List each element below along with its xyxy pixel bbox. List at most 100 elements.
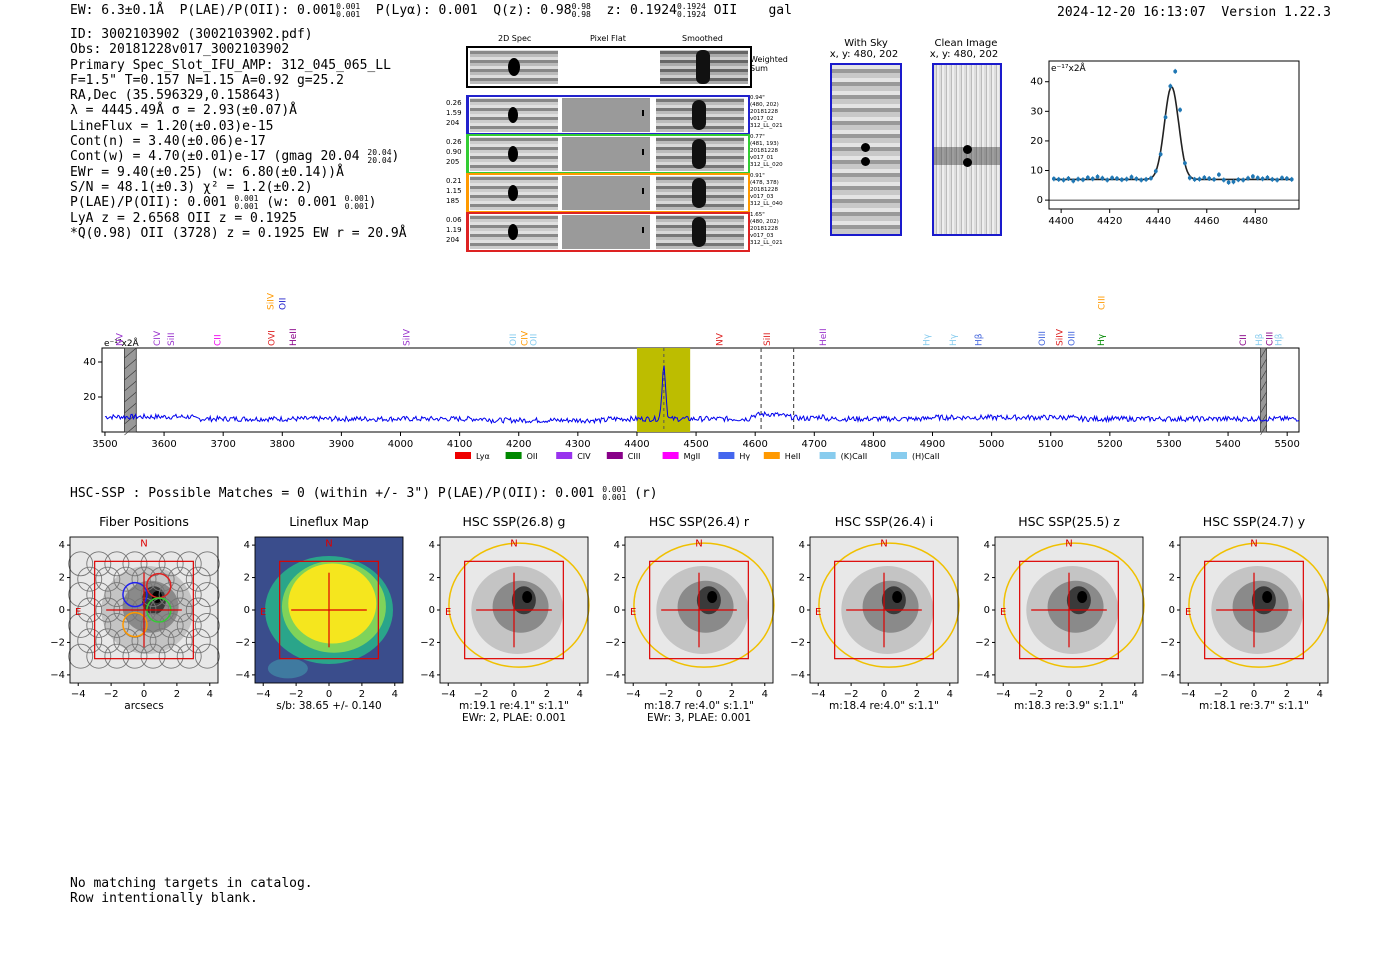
hsc-panel-plot: N E −4 −4 −2 −2 0 0 2 2 4 4 m:18.7 re:4.0" s:1.1"EWr… bbox=[605, 536, 775, 724]
timestamp: 2024-12-20 16:13:07 bbox=[1057, 5, 1206, 20]
fiber-row-meta: 0.77" (481, 193) 20181228 v017_01 312_LL_020 bbox=[750, 134, 810, 169]
aperture-ellipse bbox=[818, 542, 960, 668]
spectrum-mask-hatch bbox=[124, 347, 137, 359]
spectral-line-name: Hβ bbox=[1274, 333, 1284, 346]
xtick-label: 4 bbox=[1132, 689, 1138, 700]
ewr-line: EWr = 9.40(±0.25) (w: 6.80(±0.14))Å bbox=[70, 164, 344, 180]
fiber-smoothed-source bbox=[692, 139, 706, 169]
weighted-smoothed bbox=[660, 50, 748, 84]
spectral-line-label: NV bbox=[116, 332, 126, 346]
xtick-label: 2 bbox=[1099, 689, 1105, 700]
xtick-label: −2 bbox=[844, 689, 859, 700]
plae-line: P(LAE)/P(OII): 0.001 0.001 0.001 (w: 0.00… bbox=[70, 194, 377, 212]
fiber-pixelflat-mark bbox=[642, 110, 644, 116]
linefit-data-point bbox=[1221, 178, 1226, 182]
contw-lower: 20.04 bbox=[367, 156, 392, 166]
cutout-title-smoothed: Smoothed bbox=[682, 34, 723, 43]
spectrum-mask-hatch bbox=[1260, 424, 1267, 436]
galaxy-nucleus bbox=[892, 591, 903, 604]
id-line: ID: 3002103902 (3002103902.pdf) bbox=[70, 27, 313, 42]
ytick-label: 2 bbox=[1169, 573, 1175, 584]
fiber-row-stats: 0.21 1.15 185 bbox=[446, 176, 466, 206]
ytick-label: 4 bbox=[984, 540, 990, 551]
hsc-panel-4: HSC SSP(26.4) r N E −4 −4 −2 −2 0 0 2 2 4 4 m:18.7 re… bbox=[605, 512, 795, 724]
linefit-data-point bbox=[1226, 180, 1231, 185]
fiber-circle bbox=[149, 628, 175, 654]
aperture-ellipse bbox=[1188, 542, 1330, 668]
fiber-meta-line: 312_LL_021 bbox=[750, 240, 783, 246]
linefit-data-point bbox=[1134, 176, 1139, 181]
clean-image-coords: x, y: 480, 202 bbox=[929, 49, 999, 60]
fiber-stat: 1.19 bbox=[446, 226, 462, 234]
fiber-highlight bbox=[122, 581, 148, 608]
weighted-sum-label: Weighted Sum bbox=[750, 55, 788, 73]
hsc-panel-plot: N E −4 −4 −2 −2 0 0 2 2 4 4 m:19.1 re:4.1" s:1.1"EWr… bbox=[420, 536, 590, 724]
linefit-data-point bbox=[1139, 178, 1144, 182]
spectral-line-label: Hβ bbox=[1255, 333, 1265, 346]
search-box bbox=[1204, 560, 1304, 660]
xtick-label: 4 bbox=[762, 689, 768, 700]
fiber-stat: 205 bbox=[446, 158, 460, 166]
spectral-line-label: SiII bbox=[167, 332, 177, 346]
fiber-circle bbox=[104, 551, 130, 577]
ytick-label: 0 bbox=[1169, 605, 1175, 616]
ytick-label: 2 bbox=[799, 573, 805, 584]
spectrum-trace bbox=[104, 365, 1300, 425]
spectrum-xtick-label: 5500 bbox=[1274, 439, 1299, 450]
fiber-circle bbox=[68, 582, 94, 608]
xtick-label: 2 bbox=[1284, 689, 1290, 700]
xtick-label: 4 bbox=[577, 689, 583, 700]
line-fit-chart: 4400 4420 4440 4460 4480 0 10 20 30 40 e⁻¹⁷x2Å bbox=[1030, 60, 1300, 227]
fiber-params-line: F=1.5" T=0.157 N=1.15 A=0.92 g=25.2 bbox=[70, 72, 344, 88]
fiber-pixelflat bbox=[562, 137, 650, 171]
fiber-row-2 bbox=[466, 134, 750, 174]
with-sky-header: With Sky x, y: 480, 202 bbox=[830, 38, 902, 60]
fiber-meta-line: 312_LL_020 bbox=[750, 162, 783, 168]
linefit-data-point bbox=[1105, 178, 1110, 182]
north-label: N bbox=[880, 539, 887, 550]
legend-swatch bbox=[891, 452, 907, 459]
fiber-circle bbox=[158, 551, 184, 577]
spectrum-masked-region bbox=[1260, 347, 1267, 433]
fiber-circle bbox=[194, 612, 220, 638]
hsc-panel-title: Fiber Positions bbox=[99, 514, 189, 529]
plae-lower: 0.001 bbox=[336, 10, 361, 19]
fiber-stat: 0.26 bbox=[446, 99, 462, 107]
spectral-line-name: OIII bbox=[1067, 331, 1077, 346]
spectrum-xtick-label: 3500 bbox=[92, 439, 117, 450]
contw-line: Cont(w) = 4.70(±0.01)e-17 (gmag 20.04 20… bbox=[70, 148, 400, 166]
lineflux-peak-region bbox=[288, 563, 377, 644]
fiber-row-meta: 1.65" (480, 202) 20181228 v017_03 312_LL_021 bbox=[750, 212, 810, 247]
spectrum-mask-hatch bbox=[124, 402, 137, 414]
detection-info: ID: 3002103902 (3002103902.pdf) Obs: 201… bbox=[70, 27, 407, 241]
clean-source-1 bbox=[963, 145, 972, 154]
linefit-data-point bbox=[1158, 152, 1163, 157]
weighted-smoothed-blob bbox=[696, 50, 710, 84]
linefit-ytick-label: 40 bbox=[1030, 77, 1043, 88]
spectrum-xtick-label: 3700 bbox=[210, 439, 235, 450]
linefit-xtick-label: 4440 bbox=[1145, 216, 1170, 227]
hsc-plae-upper: 0.001 bbox=[602, 485, 627, 494]
galaxy-nucleus bbox=[1262, 591, 1273, 604]
fiber-smoothed-source bbox=[692, 100, 706, 130]
fiber-meta-line: 20181228 bbox=[750, 187, 778, 193]
ytick-label: −4 bbox=[50, 670, 65, 681]
fiber-circle bbox=[104, 582, 130, 608]
qz-lower: 0.98 bbox=[571, 10, 591, 19]
fiber-circle bbox=[167, 628, 193, 654]
fiber-circle bbox=[86, 612, 112, 638]
hsc-panel-3: HSC SSP(26.8) g N E −4 −4 −2 −2 0 0 2 2 4 4 m:19.1 re… bbox=[420, 512, 610, 724]
ytick-label: −2 bbox=[50, 637, 65, 648]
spectral-line-name: CIV bbox=[521, 330, 531, 346]
fiber-circle bbox=[194, 643, 220, 669]
fiber-smoothed bbox=[656, 137, 744, 171]
fiber-2dspec-source bbox=[508, 107, 518, 123]
spectrum-mask-hatch bbox=[1260, 369, 1267, 381]
spectrum-xtick-label: 5000 bbox=[979, 439, 1004, 450]
linefit-ytick-label: 10 bbox=[1030, 166, 1043, 177]
fiber-circle bbox=[68, 643, 94, 669]
spectral-line-name: HeII bbox=[819, 328, 829, 346]
linefit-ytick-label: 30 bbox=[1030, 106, 1043, 117]
xtick-label: −4 bbox=[441, 689, 456, 700]
xtick-label: −2 bbox=[659, 689, 674, 700]
